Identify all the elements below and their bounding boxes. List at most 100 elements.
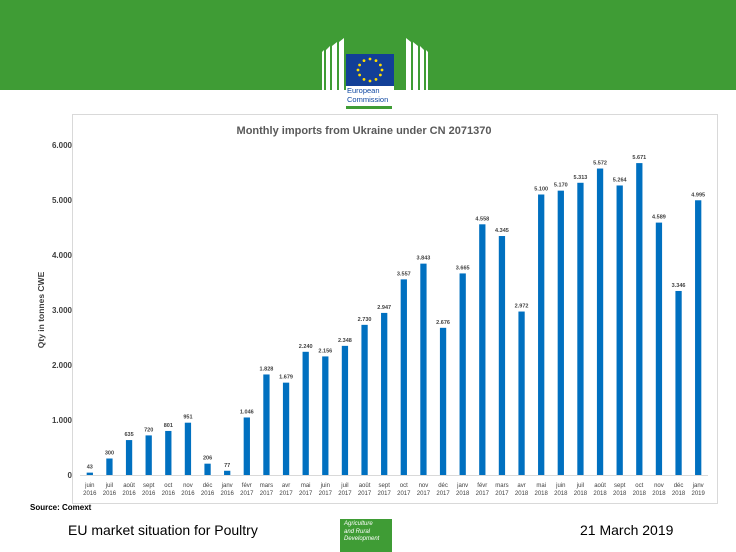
x-tick-label-month: juil	[576, 483, 584, 489]
bar	[557, 190, 564, 475]
y-tick-label: 5.000	[52, 196, 73, 205]
x-tick-label-month: mars	[495, 483, 508, 489]
data-label: 43	[87, 465, 93, 471]
footer-date: 21 March 2019	[580, 522, 674, 538]
bar	[341, 345, 349, 475]
x-tick-label-year: 2017	[299, 491, 313, 497]
chart-frame	[72, 114, 718, 504]
data-label: 4.589	[652, 215, 666, 221]
data-label: 5.264	[613, 177, 628, 183]
bar	[361, 324, 368, 475]
bar	[165, 430, 172, 475]
y-axis-label: Qty in tonnes CWE	[36, 271, 46, 348]
data-label: 2.156	[318, 348, 332, 354]
bar	[381, 312, 388, 475]
x-tick-label-month: oct	[635, 483, 643, 489]
x-tick-label-month: janv	[456, 483, 468, 489]
bar	[577, 182, 584, 475]
y-tick-label: 2.000	[52, 361, 73, 370]
bar	[400, 279, 407, 475]
bar	[184, 422, 192, 475]
bar	[224, 470, 231, 475]
data-label: 2.676	[436, 320, 450, 326]
x-tick-label-year: 2016	[221, 491, 235, 497]
x-tick-label-year: 2016	[122, 491, 136, 497]
data-label: 300	[105, 451, 114, 457]
x-tick-label-month: oct	[164, 483, 172, 489]
x-tick-label-month: mars	[260, 483, 273, 489]
x-tick-label-year: 2016	[201, 491, 215, 497]
data-label: 3.843	[417, 256, 431, 262]
x-tick-label-month: mai	[301, 483, 311, 489]
x-tick-label-month: févr	[242, 483, 252, 489]
x-tick-label-year: 2018	[633, 491, 647, 497]
bar	[518, 311, 525, 475]
x-tick-label-month: janv	[221, 483, 233, 489]
x-tick-label-year: 2018	[652, 491, 666, 497]
y-tick-label: 1.000	[52, 416, 73, 425]
x-tick-label-year: 2017	[319, 491, 333, 497]
bar	[675, 290, 682, 475]
bar	[125, 440, 133, 475]
data-label: 635	[124, 432, 133, 438]
data-label: 5.313	[574, 175, 588, 181]
bar	[439, 327, 447, 475]
data-label: 4.558	[475, 216, 489, 222]
bar	[479, 224, 486, 475]
agri-line-3: Development	[344, 536, 380, 542]
data-label: 206	[203, 456, 212, 462]
bar	[204, 463, 211, 475]
data-label: 1.828	[260, 366, 274, 372]
x-tick-label-month: nov	[183, 483, 193, 489]
agri-line-2: and Rural	[344, 528, 371, 535]
bar	[282, 382, 290, 475]
bar	[420, 263, 427, 475]
x-tick-label-year: 2016	[142, 491, 156, 497]
x-tick-label-month: juin	[320, 483, 330, 489]
x-tick-label-year: 2017	[260, 491, 274, 497]
x-tick-label-month: nov	[654, 483, 664, 489]
data-label: 801	[164, 423, 173, 429]
x-tick-label-year: 2016	[181, 491, 195, 497]
bar	[655, 222, 663, 475]
x-tick-label-year: 2018	[574, 491, 588, 497]
bar	[243, 417, 250, 475]
data-label: 720	[144, 427, 153, 433]
x-tick-label-month: oct	[400, 483, 408, 489]
x-tick-label-month: déc	[674, 483, 684, 489]
x-tick-label-month: mai	[536, 483, 546, 489]
bar	[695, 200, 702, 475]
agri-line-1: Agriculture	[344, 521, 373, 527]
x-tick-label-year: 2016	[103, 491, 117, 497]
x-tick-label-year: 2018	[456, 491, 470, 497]
y-tick-label: 6.000	[52, 141, 73, 150]
x-tick-label-year: 2017	[358, 491, 372, 497]
data-label: 5.671	[632, 155, 646, 161]
x-tick-label-year: 2017	[279, 491, 293, 497]
data-label: 1.046	[240, 409, 254, 415]
x-tick-label-month: août	[594, 483, 606, 489]
source-note: Source: Comext	[30, 503, 92, 512]
bar	[322, 356, 329, 475]
data-label: 5.100	[534, 187, 548, 193]
x-tick-label-year: 2018	[672, 491, 686, 497]
data-label: 2.348	[338, 338, 352, 344]
data-label: 5.170	[554, 183, 568, 189]
bar	[106, 458, 113, 475]
data-label: 2.730	[358, 317, 372, 323]
x-tick-label-month: sept	[143, 483, 155, 489]
x-tick-label-year: 2017	[476, 491, 490, 497]
x-tick-label-month: nov	[419, 483, 429, 489]
logo-line-european: European	[347, 86, 380, 95]
x-tick-label-year: 2017	[338, 491, 352, 497]
x-tick-label-month: août	[359, 483, 371, 489]
x-tick-label-year: 2018	[593, 491, 607, 497]
x-tick-label-month: avr	[282, 483, 290, 489]
x-tick-label-month: août	[123, 483, 135, 489]
x-tick-label-year: 2017	[495, 491, 509, 497]
x-tick-label-month: juin	[84, 483, 94, 489]
agri-logo: Agriculture and Rural Development	[340, 519, 392, 552]
x-tick-label-month: avr	[517, 483, 525, 489]
x-tick-label-year: 2018	[515, 491, 529, 497]
